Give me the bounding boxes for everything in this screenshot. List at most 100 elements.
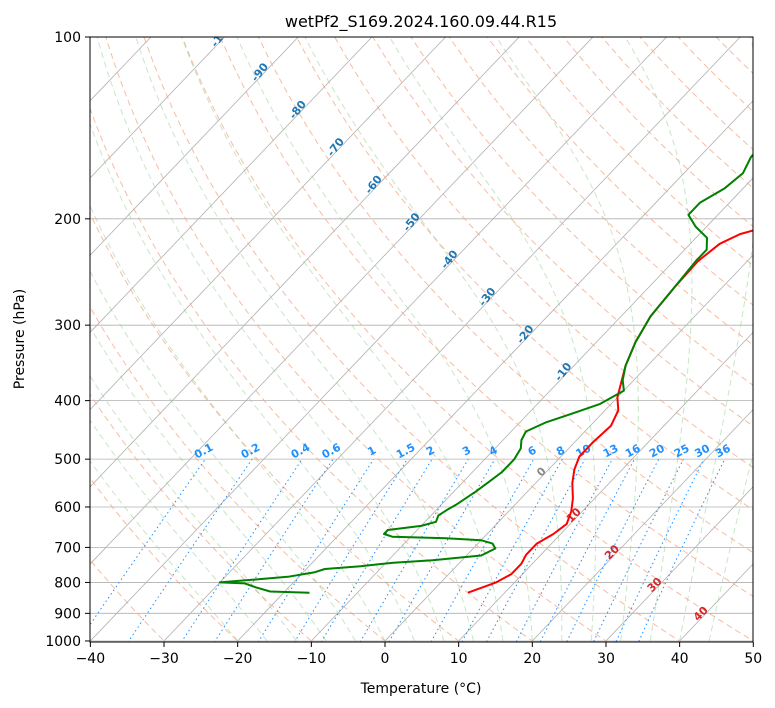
x-tick-label: 0	[381, 651, 390, 667]
isotherm-line	[457, 331, 753, 642]
dry-adiabat-line	[639, 37, 753, 151]
moist-adiabat-line	[236, 37, 533, 642]
mixing-ratio-line	[430, 458, 535, 642]
plot-frame	[89, 36, 754, 643]
x-tick-label: −10	[297, 651, 327, 667]
profiles	[218, 153, 753, 594]
moist-adiabat-line	[679, 37, 753, 642]
isotherm-line	[0, 37, 4, 654]
x-tick-label: 20	[523, 651, 541, 667]
isotherm-line	[90, 37, 667, 642]
dry-adiabat-line	[677, 37, 753, 112]
mixing-ratio-line	[388, 458, 496, 642]
moist-adiabat-line	[135, 37, 474, 642]
isotherm-line	[678, 563, 753, 642]
mixing-ratio-line	[127, 458, 253, 642]
dry-adiabat-label: -60	[362, 173, 385, 197]
mixing-ratio-line	[539, 458, 635, 642]
dewpoint-profile-line	[218, 153, 753, 594]
mixing-ratio-label: 36	[713, 442, 733, 461]
mixing-ratio-label: 16	[623, 442, 643, 461]
dry-adiabat-label: -80	[286, 98, 309, 122]
mixing-ratio-line	[615, 458, 705, 642]
temperature-profile-line	[467, 229, 753, 594]
mixing-ratio-label: 1	[366, 444, 379, 459]
isotherm-line	[309, 177, 753, 642]
y-tick-label: 400	[54, 394, 81, 410]
mixing-ratio-label: 0.2	[239, 441, 262, 462]
mixing-ratio-line	[320, 458, 433, 642]
moist-adiabat-line	[90, 374, 297, 642]
dry-adiabat-line	[90, 559, 166, 642]
dry-adiabat-label: -50	[400, 210, 423, 234]
mixing-ratio-label: 0.4	[289, 441, 313, 462]
dry-adiabat-line	[90, 393, 314, 642]
dry-adiabat-line	[181, 37, 753, 642]
mixing-ratio-line	[637, 458, 726, 642]
isotherm-line	[236, 100, 753, 642]
moist-adiabat-line	[495, 37, 639, 642]
mixing-ratio-line	[461, 458, 563, 642]
moist-adiabat-line	[90, 325, 327, 642]
dry-adiabat-line	[90, 305, 388, 642]
moist-adiabat-line	[708, 451, 753, 642]
mixing-ratio-line	[180, 458, 303, 642]
moist-adiabat-line	[624, 37, 693, 642]
x-tick-label: −30	[149, 651, 179, 667]
x-tick-label: 40	[671, 651, 689, 667]
moist-adiabat-label: 20	[602, 542, 622, 562]
dry-adiabat-label: -30	[476, 285, 499, 309]
isotherm-line	[90, 37, 373, 334]
dry-adiabat-label: -20	[514, 322, 537, 346]
mixing-ratio-label: 30	[692, 442, 712, 461]
x-axis: −40 −30 −20 −10 0 10 20 30 40 50	[76, 642, 762, 667]
dry-adiabat-line	[601, 37, 753, 189]
isotherm-line	[604, 486, 753, 642]
y-tick-label: 200	[54, 212, 81, 228]
moist-adiabat-line	[96, 37, 445, 642]
moist-adiabat-line	[90, 419, 268, 642]
y-axis-label: Pressure (hPa)	[12, 289, 28, 389]
mixing-ratio-label: 0.6	[320, 441, 344, 462]
mixing-ratio-label: 3	[460, 444, 473, 459]
mixing-ratio-label: 0.1	[192, 441, 215, 462]
y-tick-label: 1000	[45, 634, 81, 650]
dry-adiabat-label: -10	[552, 360, 575, 384]
isotherm-line	[90, 37, 594, 565]
moist-adiabat-label: 40	[691, 603, 711, 623]
mixing-ratio-label: 13	[601, 442, 621, 461]
mixing-ratio-line	[359, 458, 469, 642]
isotherm-line	[162, 37, 741, 642]
dry-adiabat-line	[486, 37, 753, 306]
dry-adiabat-line	[563, 37, 753, 228]
dry-adiabat-line	[90, 212, 461, 642]
x-tick-label: 50	[744, 651, 762, 667]
moist-adiabat-line	[90, 270, 356, 642]
dry-adiabat-label: -70	[324, 135, 347, 159]
y-tick-label: 700	[54, 540, 81, 556]
y-tick-label: 300	[54, 318, 81, 334]
dry-adiabat-line	[296, 37, 753, 511]
dry-adiabat-line	[715, 37, 753, 74]
mixing-ratio-label: 20	[647, 442, 667, 461]
dry-adiabat-line	[754, 37, 775, 654]
dry-adiabat-line	[90, 477, 240, 642]
y-tick-label: 800	[54, 575, 81, 591]
dry-adiabat-line	[90, 107, 535, 642]
mixing-ratio-label: 1.5	[394, 441, 417, 462]
dry-adiabat-line	[372, 37, 753, 427]
mixing-ratio-line	[592, 458, 684, 642]
isotherm-line	[90, 37, 225, 179]
x-tick-label: 30	[597, 651, 615, 667]
isotherm-line	[751, 640, 753, 642]
isotherm-line	[90, 37, 520, 488]
x-tick-label: 10	[450, 651, 468, 667]
dry-adiabat-label: -90	[249, 60, 272, 84]
moist-adiabat-line	[304, 37, 563, 641]
dry-adiabat-label: -40	[438, 247, 461, 271]
mixing-ratio-line	[293, 458, 408, 642]
mixing-ratio-label: 6	[526, 443, 539, 458]
moist-adiabat-line	[90, 204, 386, 642]
dry-adiabat-line	[410, 37, 753, 386]
mixing-ratio-line	[257, 458, 375, 642]
